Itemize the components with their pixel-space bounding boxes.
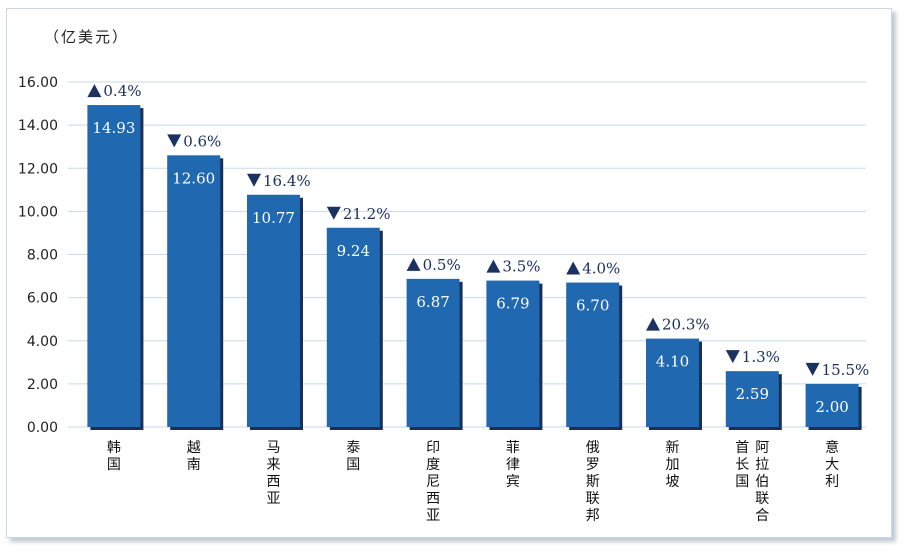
x-category-label: 阿 (755, 440, 769, 456)
bar-value-label: 14.93 (92, 119, 135, 137)
bar (247, 194, 300, 427)
x-category-label: 宾 (506, 474, 520, 490)
change-label: 1.3% (742, 348, 780, 366)
y-axis-unit-label: （亿美元） (44, 28, 130, 46)
bar (486, 280, 540, 427)
bar (167, 155, 221, 427)
up-triangle-icon (486, 259, 501, 273)
up-triangle-icon (566, 261, 581, 275)
x-category-label: 加 (666, 457, 680, 473)
bar (725, 371, 779, 427)
bar (87, 105, 141, 428)
x-category-label: 大 (825, 457, 839, 473)
x-category-label: 韩 (107, 440, 121, 456)
chart-frame (6, 8, 892, 538)
bar-value-label: 6.79 (496, 295, 529, 313)
x-category-label: 意 (825, 439, 839, 456)
y-tick-label: 8.00 (27, 248, 58, 264)
bar-value-label: 2.00 (815, 398, 848, 416)
change-label: 15.5% (822, 361, 870, 379)
y-tick-label: 6.00 (27, 291, 58, 307)
x-category-label: 亚 (426, 508, 440, 524)
y-tick-label: 10.00 (18, 204, 58, 220)
x-category-label: 俄 (586, 440, 600, 456)
change-label: 0.5% (423, 256, 461, 274)
x-category-label: 首 (735, 440, 749, 456)
up-triangle-icon (406, 257, 421, 271)
bar-value-label: 6.70 (576, 297, 609, 315)
x-category-label: 坡 (666, 474, 680, 490)
x-category-label: 新 (666, 440, 680, 456)
x-category-label: 度 (426, 457, 440, 473)
change-label: 20.3% (662, 316, 710, 334)
bar-value-label: 10.77 (252, 209, 295, 227)
bar (406, 278, 460, 427)
change-label: 0.6% (183, 132, 221, 150)
x-category-label: 马 (267, 440, 281, 456)
x-category-label: 泰 (346, 440, 360, 456)
x-category-label: 亚 (267, 491, 281, 507)
change-label: 3.5% (502, 258, 540, 276)
x-category-label: 伯 (755, 474, 769, 490)
x-category-label: 国 (346, 457, 360, 473)
change-label: 4.0% (582, 260, 620, 278)
x-category-label: 印 (426, 440, 440, 456)
y-tick-label: 14.00 (18, 118, 58, 134)
x-category-label: 越 (187, 440, 201, 456)
bars: 14.93 0.4% 12.60 0.6% 10.77 16.4% 9.24 21.2% 6.8… (87, 82, 870, 431)
down-triangle-icon (247, 173, 261, 187)
x-category-label: 联 (586, 491, 600, 507)
x-category-label: 斯 (586, 474, 600, 490)
x-category-label: 西 (426, 491, 440, 507)
x-category-label: 合 (755, 508, 769, 524)
change-label: 16.4% (263, 172, 311, 190)
up-triangle-icon (87, 84, 102, 98)
x-category-label: 罗 (586, 457, 600, 473)
y-axis-ticks: 0.00 2.00 4.00 6.00 8.00 10.00 12.00 14.00 16.00 (18, 75, 58, 436)
bar (566, 282, 620, 427)
y-tick-label: 4.00 (27, 334, 58, 350)
bar-value-label: 12.60 (172, 169, 215, 187)
bar-value-label: 4.10 (656, 353, 689, 371)
bar-value-label: 6.87 (416, 293, 449, 311)
x-category-label: 律 (506, 457, 520, 473)
bar (326, 227, 380, 427)
down-triangle-icon (805, 362, 820, 376)
bar-value-label: 9.24 (337, 242, 370, 260)
x-category-label: 拉 (755, 457, 769, 473)
x-category-label: 尼 (426, 474, 440, 490)
down-triangle-icon (326, 206, 341, 220)
x-category-label: 国 (735, 474, 749, 490)
up-triangle-icon (646, 317, 660, 331)
x-category-label: 南 (187, 457, 201, 473)
x-category-label: 长 (735, 457, 749, 473)
x-category-label: 邦 (586, 508, 600, 524)
down-triangle-icon (167, 134, 182, 148)
x-category-label: 联 (755, 491, 769, 507)
bar-value-label: 2.59 (736, 385, 769, 403)
x-category-label: 西 (267, 474, 281, 490)
y-tick-label: 16.00 (18, 75, 58, 91)
change-label: 21.2% (343, 205, 391, 223)
x-category-label: 菲 (506, 440, 520, 456)
bar (646, 338, 699, 427)
x-category-label: 来 (267, 457, 281, 473)
y-tick-label: 0.00 (27, 420, 58, 436)
down-triangle-icon (725, 350, 740, 364)
bar (805, 383, 859, 427)
y-tick-label: 12.00 (18, 161, 58, 177)
change-label: 0.4% (103, 82, 141, 100)
x-category-label: 利 (825, 474, 839, 490)
y-tick-label: 2.00 (27, 377, 58, 393)
x-category-label: 国 (107, 457, 121, 473)
